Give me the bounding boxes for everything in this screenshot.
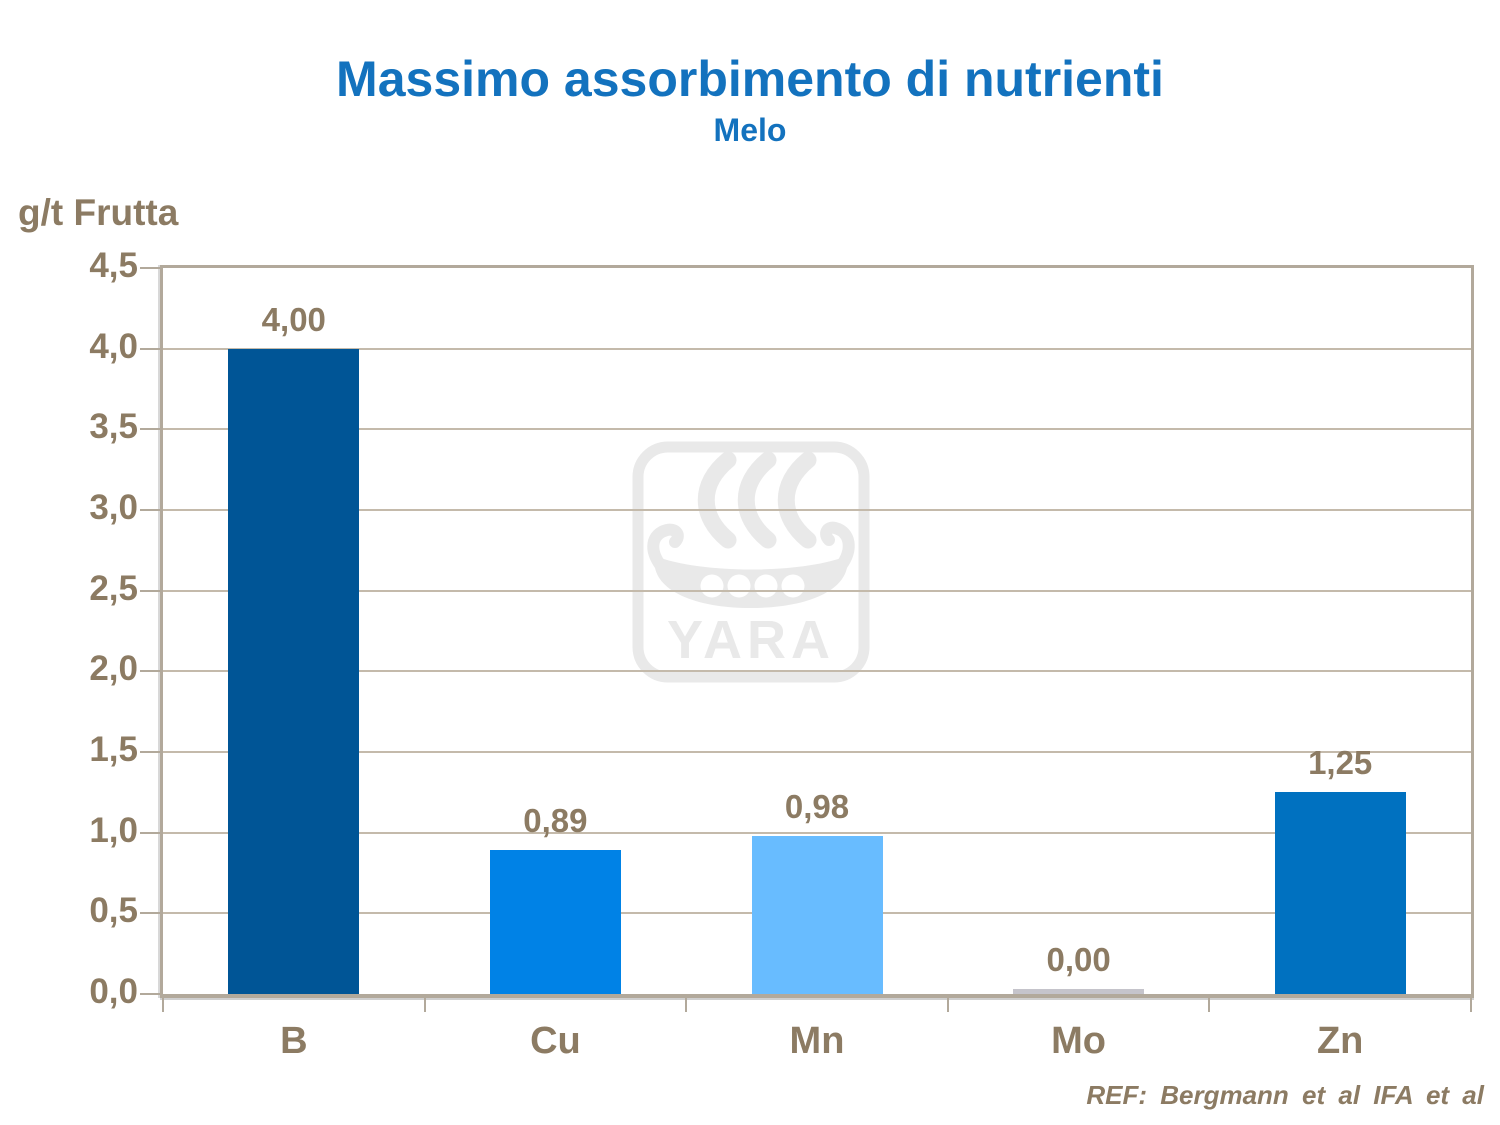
gridline — [163, 751, 1471, 753]
x-axis-tick — [1208, 998, 1211, 1012]
x-axis-tick — [946, 998, 949, 1012]
value-label-mo: 0,00 — [1046, 941, 1111, 978]
y-axis-tick — [140, 993, 160, 995]
y-tick-label: 1,0 — [89, 810, 138, 850]
value-label-mn: 0,98 — [784, 787, 850, 825]
y-tick-label: 4,0 — [89, 326, 138, 366]
x-axis-tick — [685, 998, 688, 1012]
chart-title: Massimo assorbimento di nutrienti — [336, 51, 1164, 107]
bar-mo — [1013, 989, 1145, 994]
category-label-cu: Cu — [530, 1020, 581, 1062]
gridline — [163, 831, 1471, 834]
value-label-zn: 1,25 — [1308, 744, 1373, 782]
plot-area: YARA 4,00 B 0,89 Cu 0,98 Mn 0,00 Mo 1,25 Zn — [140, 265, 1474, 1062]
watermark-frame — [632, 441, 870, 683]
yara-watermark: YARA — [632, 441, 870, 683]
gridline — [163, 428, 1471, 431]
y-tick-label: 4,5 — [89, 246, 138, 285]
category-label-mn: Mn — [789, 1020, 845, 1062]
value-label-b: 4,00 — [261, 300, 326, 338]
value-label-cu: 0,89 — [523, 802, 588, 840]
bar-mn — [751, 835, 883, 994]
gridline — [163, 347, 1471, 350]
y-axis-tick — [140, 509, 160, 511]
category-label-zn: Zn — [1316, 1020, 1364, 1062]
gridline — [163, 589, 1471, 592]
y-tick-label: 2,0 — [89, 649, 138, 689]
bar-b — [228, 348, 360, 994]
y-tick-label: 1,5 — [89, 730, 138, 769]
y-axis-tick — [140, 670, 160, 673]
y-axis-tick — [140, 912, 160, 915]
x-axis-tick — [423, 998, 426, 1012]
bar-zn — [1274, 792, 1406, 994]
y-tick-label: 0,5 — [89, 891, 138, 931]
reference-text: REF: Bergmann et al IFA et al — [1086, 1080, 1484, 1110]
watermark-text: YARA — [667, 610, 835, 670]
y-tick-label: 3,0 — [89, 488, 138, 527]
x-axis-tick — [1470, 998, 1472, 1012]
y-tick-label: 0,0 — [89, 972, 138, 1011]
y-axis-tick — [140, 751, 160, 753]
category-label-mo: Mo — [1051, 1020, 1107, 1062]
y-tick-label: 2,5 — [89, 568, 138, 608]
category-label-b: B — [280, 1020, 308, 1062]
y-axis-tick — [140, 347, 160, 350]
y-axis-tick — [140, 589, 160, 592]
viking-ship-icon — [647, 451, 855, 608]
y-axis-tick — [140, 831, 160, 834]
gridline — [163, 509, 1471, 511]
y-axis-tick — [140, 428, 160, 431]
y-axis-tick — [140, 267, 160, 269]
y-tick-label: 3,5 — [89, 407, 138, 447]
x-axis-tick — [162, 998, 164, 1012]
gridline — [163, 670, 1471, 673]
bar-cu — [489, 850, 621, 994]
y-axis-title: g/t Frutta — [18, 192, 179, 233]
chart-subtitle: Melo — [713, 112, 787, 148]
